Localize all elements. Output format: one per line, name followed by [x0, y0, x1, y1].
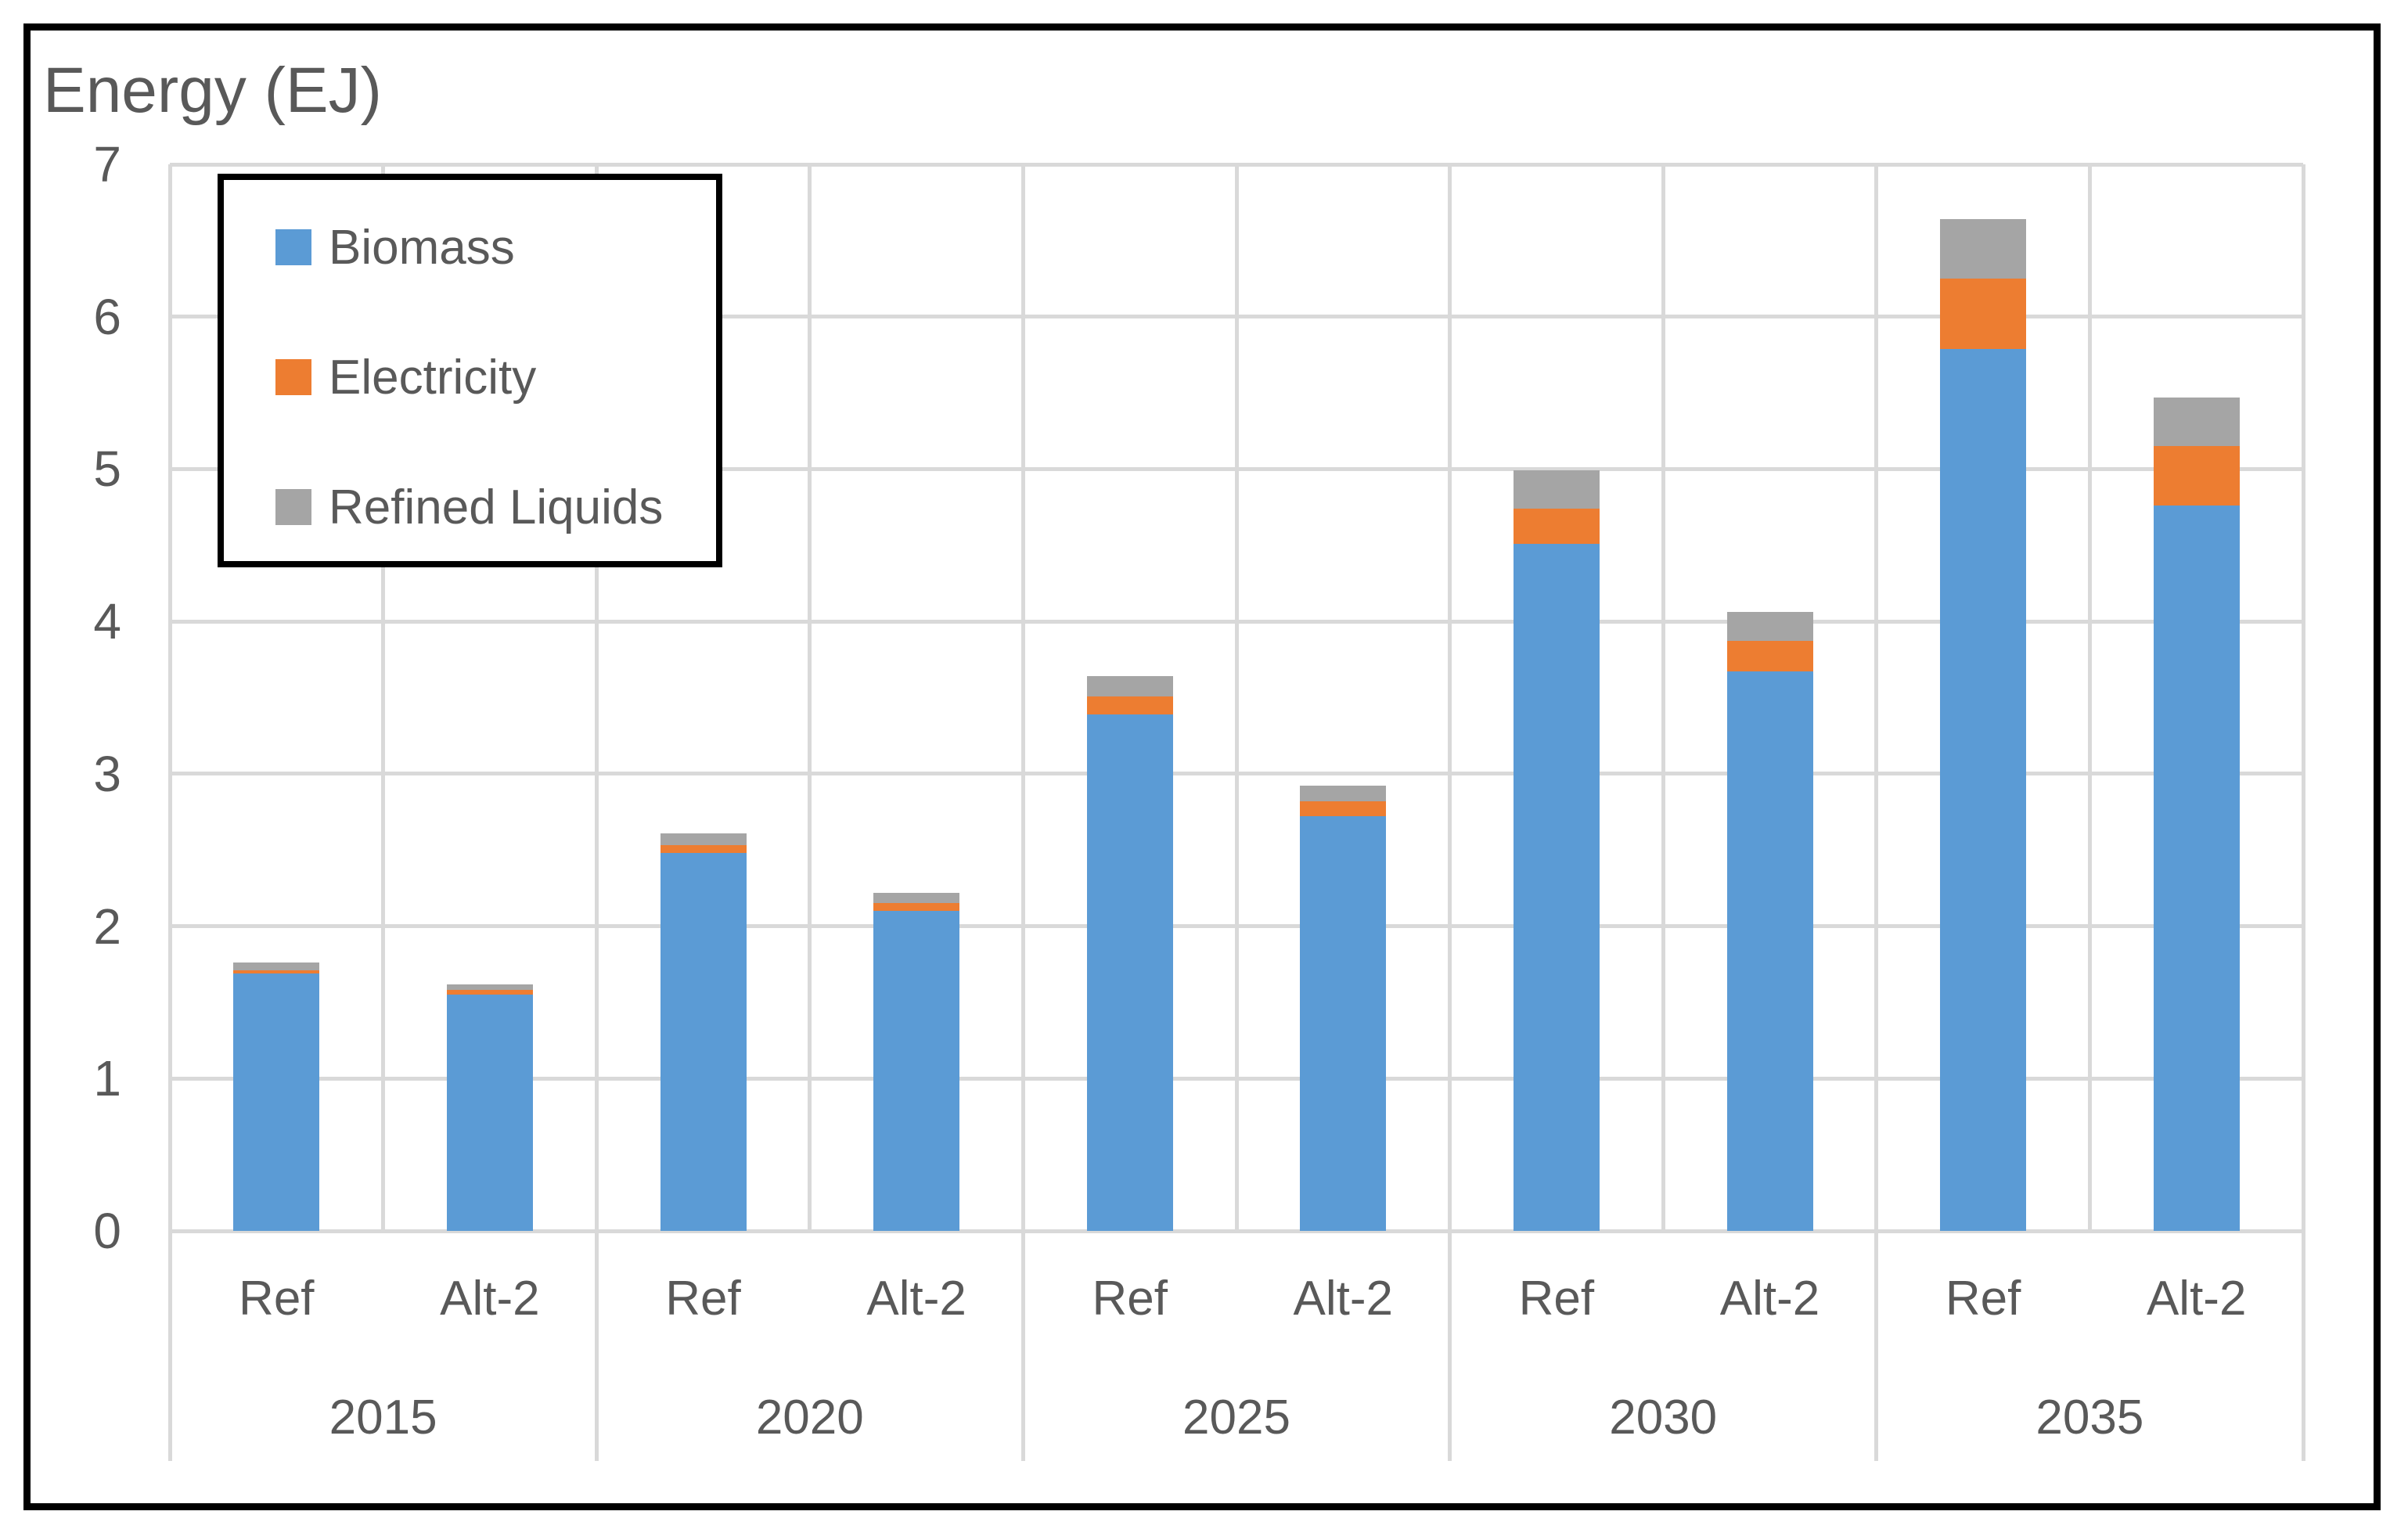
x-year-label-2035: 2035: [2035, 1391, 2144, 1445]
bar-segment-electricity-2015-alt-2: [446, 990, 533, 995]
y-tick-label-2: 2: [93, 898, 121, 955]
legend-label-electricity: Electricity: [329, 350, 537, 405]
year-separator-line: [2301, 164, 2305, 1461]
y-tick-label-0: 0: [93, 1203, 121, 1259]
y-tick-label-3: 3: [93, 745, 121, 802]
x-category-label-2025-ref: Ref: [1092, 1272, 1168, 1326]
bar-segment-electricity-2030-ref: [1513, 509, 1600, 544]
bar-segment-biomass-2030-alt-2: [1726, 671, 1813, 1231]
bar-segment-refined-liquids-2015-ref: [233, 962, 320, 971]
year-separator-line: [594, 164, 599, 1461]
bar-segment-refined-liquids-2030-alt-2: [1726, 612, 1813, 642]
x-category-label-2030-alt-2: Alt-2: [1719, 1272, 1820, 1326]
gridline-vertical: [1661, 164, 1665, 1231]
legend-label-biomass: Biomass: [329, 220, 515, 275]
bar-segment-biomass-2020-alt-2: [873, 911, 960, 1231]
refined-liquids-swatch-icon: [275, 489, 311, 525]
legend-item-electricity: Electricity: [275, 350, 537, 405]
bar-segment-refined-liquids-2025-alt-2: [1300, 786, 1387, 801]
year-separator-line: [1874, 164, 1879, 1461]
electricity-swatch-icon: [275, 359, 311, 395]
bar-segment-electricity-2035-ref: [1940, 279, 2027, 349]
bar-segment-biomass-2030-ref: [1513, 543, 1600, 1231]
legend-item-biomass: Biomass: [275, 220, 515, 275]
x-category-label-2035-alt-2: Alt-2: [2146, 1272, 2247, 1326]
bar-segment-refined-liquids-2025-ref: [1086, 676, 1173, 696]
gridline-vertical: [381, 164, 386, 1231]
bar-segment-biomass-2035-ref: [1940, 348, 2027, 1231]
year-separator-line: [1020, 164, 1025, 1461]
x-year-label-2030: 2030: [1609, 1391, 1718, 1445]
x-year-label-2020: 2020: [755, 1391, 864, 1445]
bar-segment-refined-liquids-2030-ref: [1513, 470, 1600, 509]
bar-segment-electricity-2015-ref: [233, 970, 320, 973]
bar-segment-biomass-2015-ref: [233, 973, 320, 1231]
bar-segment-biomass-2020-ref: [660, 853, 747, 1231]
x-category-label-2020-ref: Ref: [665, 1272, 741, 1326]
y-tick-label-7: 7: [93, 136, 121, 192]
bar-segment-biomass-2015-alt-2: [446, 995, 533, 1231]
gridline-vertical: [808, 164, 812, 1231]
biomass-swatch-icon: [275, 229, 311, 265]
year-separator-line: [1448, 164, 1452, 1461]
x-category-label-2025-alt-2: Alt-2: [1293, 1272, 1394, 1326]
bar-segment-biomass-2035-alt-2: [2153, 506, 2240, 1231]
plot-area: [167, 162, 2305, 1461]
x-category-label-2030-ref: Ref: [1518, 1272, 1595, 1326]
bar-segment-electricity-2025-ref: [1086, 696, 1173, 714]
bar-segment-electricity-2020-ref: [660, 845, 747, 854]
x-category-label-2015-ref: Ref: [239, 1272, 315, 1326]
x-category-label-2015-alt-2: Alt-2: [440, 1272, 540, 1326]
bar-segment-biomass-2025-ref: [1086, 714, 1173, 1231]
bar-segment-refined-liquids-2035-ref: [1940, 219, 2027, 279]
bar-segment-electricity-2035-alt-2: [2153, 446, 2240, 506]
x-year-label-2025: 2025: [1182, 1391, 1290, 1445]
bar-segment-electricity-2020-alt-2: [873, 903, 960, 912]
x-category-label-2035-ref: Ref: [1945, 1272, 2021, 1326]
legend: Biomass Electricity Refined Liquids: [218, 174, 722, 567]
chart-title: Energy (EJ): [43, 55, 382, 126]
bar-segment-biomass-2025-alt-2: [1300, 816, 1387, 1231]
x-axis-line: [170, 1229, 2303, 1233]
gridline-vertical: [2087, 164, 2092, 1231]
x-year-label-2015: 2015: [329, 1391, 437, 1445]
y-tick-label-5: 5: [93, 441, 121, 498]
y-tick-label-1: 1: [93, 1050, 121, 1107]
bar-segment-refined-liquids-2020-ref: [660, 833, 747, 846]
bar-segment-refined-liquids-2020-alt-2: [873, 892, 960, 904]
y-tick-label-6: 6: [93, 288, 121, 345]
bar-segment-electricity-2025-alt-2: [1300, 801, 1387, 817]
legend-label-refined-liquids: Refined Liquids: [329, 480, 664, 534]
legend-item-refined-liquids: Refined Liquids: [275, 480, 664, 534]
bar-segment-electricity-2030-alt-2: [1726, 641, 1813, 672]
x-category-label-2020-alt-2: Alt-2: [866, 1272, 966, 1326]
y-tick-label-4: 4: [93, 593, 121, 650]
bar-segment-refined-liquids-2035-alt-2: [2153, 397, 2240, 447]
year-separator-line: [167, 164, 172, 1461]
bar-segment-refined-liquids-2015-alt-2: [446, 984, 533, 991]
gridline-vertical: [1234, 164, 1239, 1231]
